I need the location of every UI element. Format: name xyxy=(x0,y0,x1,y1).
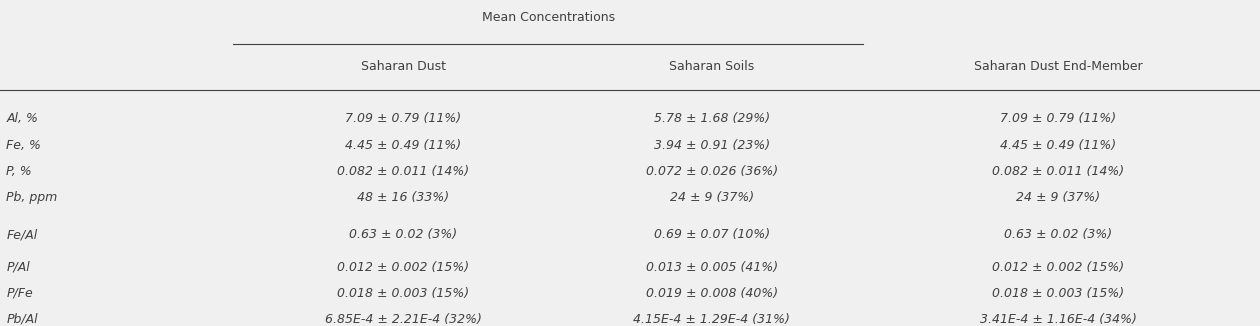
Text: P, %: P, % xyxy=(6,165,32,178)
Text: 48 ± 16 (33%): 48 ± 16 (33%) xyxy=(357,191,450,204)
Text: 4.45 ± 0.49 (11%): 4.45 ± 0.49 (11%) xyxy=(1000,139,1116,152)
Text: 6.85E-4 ± 2.21E-4 (32%): 6.85E-4 ± 2.21E-4 (32%) xyxy=(325,313,481,326)
Text: 0.019 ± 0.008 (40%): 0.019 ± 0.008 (40%) xyxy=(646,287,777,300)
Text: 3.41E-4 ± 1.16E-4 (34%): 3.41E-4 ± 1.16E-4 (34%) xyxy=(980,313,1137,326)
Text: P/Al: P/Al xyxy=(6,261,30,274)
Text: 4.15E-4 ± 1.29E-4 (31%): 4.15E-4 ± 1.29E-4 (31%) xyxy=(634,313,790,326)
Text: 0.012 ± 0.002 (15%): 0.012 ± 0.002 (15%) xyxy=(338,261,469,274)
Text: 4.45 ± 0.49 (11%): 4.45 ± 0.49 (11%) xyxy=(345,139,461,152)
Text: Saharan Dust: Saharan Dust xyxy=(360,60,446,73)
Text: 7.09 ± 0.79 (11%): 7.09 ± 0.79 (11%) xyxy=(345,112,461,126)
Text: 7.09 ± 0.79 (11%): 7.09 ± 0.79 (11%) xyxy=(1000,112,1116,126)
Text: P/Fe: P/Fe xyxy=(6,287,33,300)
Text: 0.018 ± 0.003 (15%): 0.018 ± 0.003 (15%) xyxy=(338,287,469,300)
Text: Pb/Al: Pb/Al xyxy=(6,313,38,326)
Text: 24 ± 9 (37%): 24 ± 9 (37%) xyxy=(670,191,753,204)
Text: 0.082 ± 0.011 (14%): 0.082 ± 0.011 (14%) xyxy=(993,165,1124,178)
Text: Saharan Dust End-Member: Saharan Dust End-Member xyxy=(974,60,1143,73)
Text: 5.78 ± 1.68 (29%): 5.78 ± 1.68 (29%) xyxy=(654,112,770,126)
Text: Pb, ppm: Pb, ppm xyxy=(6,191,58,204)
Text: 0.012 ± 0.002 (15%): 0.012 ± 0.002 (15%) xyxy=(993,261,1124,274)
Text: 0.082 ± 0.011 (14%): 0.082 ± 0.011 (14%) xyxy=(338,165,469,178)
Text: 0.013 ± 0.005 (41%): 0.013 ± 0.005 (41%) xyxy=(646,261,777,274)
Text: 0.69 ± 0.07 (10%): 0.69 ± 0.07 (10%) xyxy=(654,228,770,241)
Text: 24 ± 9 (37%): 24 ± 9 (37%) xyxy=(1017,191,1100,204)
Text: 0.63 ± 0.02 (3%): 0.63 ± 0.02 (3%) xyxy=(349,228,457,241)
Text: 0.63 ± 0.02 (3%): 0.63 ± 0.02 (3%) xyxy=(1004,228,1113,241)
Text: Al, %: Al, % xyxy=(6,112,38,126)
Text: Fe/Al: Fe/Al xyxy=(6,228,38,241)
Text: Mean Concentrations: Mean Concentrations xyxy=(481,11,615,24)
Text: Fe, %: Fe, % xyxy=(6,139,42,152)
Text: 0.018 ± 0.003 (15%): 0.018 ± 0.003 (15%) xyxy=(993,287,1124,300)
Text: 0.072 ± 0.026 (36%): 0.072 ± 0.026 (36%) xyxy=(646,165,777,178)
Text: Saharan Soils: Saharan Soils xyxy=(669,60,755,73)
Text: 3.94 ± 0.91 (23%): 3.94 ± 0.91 (23%) xyxy=(654,139,770,152)
